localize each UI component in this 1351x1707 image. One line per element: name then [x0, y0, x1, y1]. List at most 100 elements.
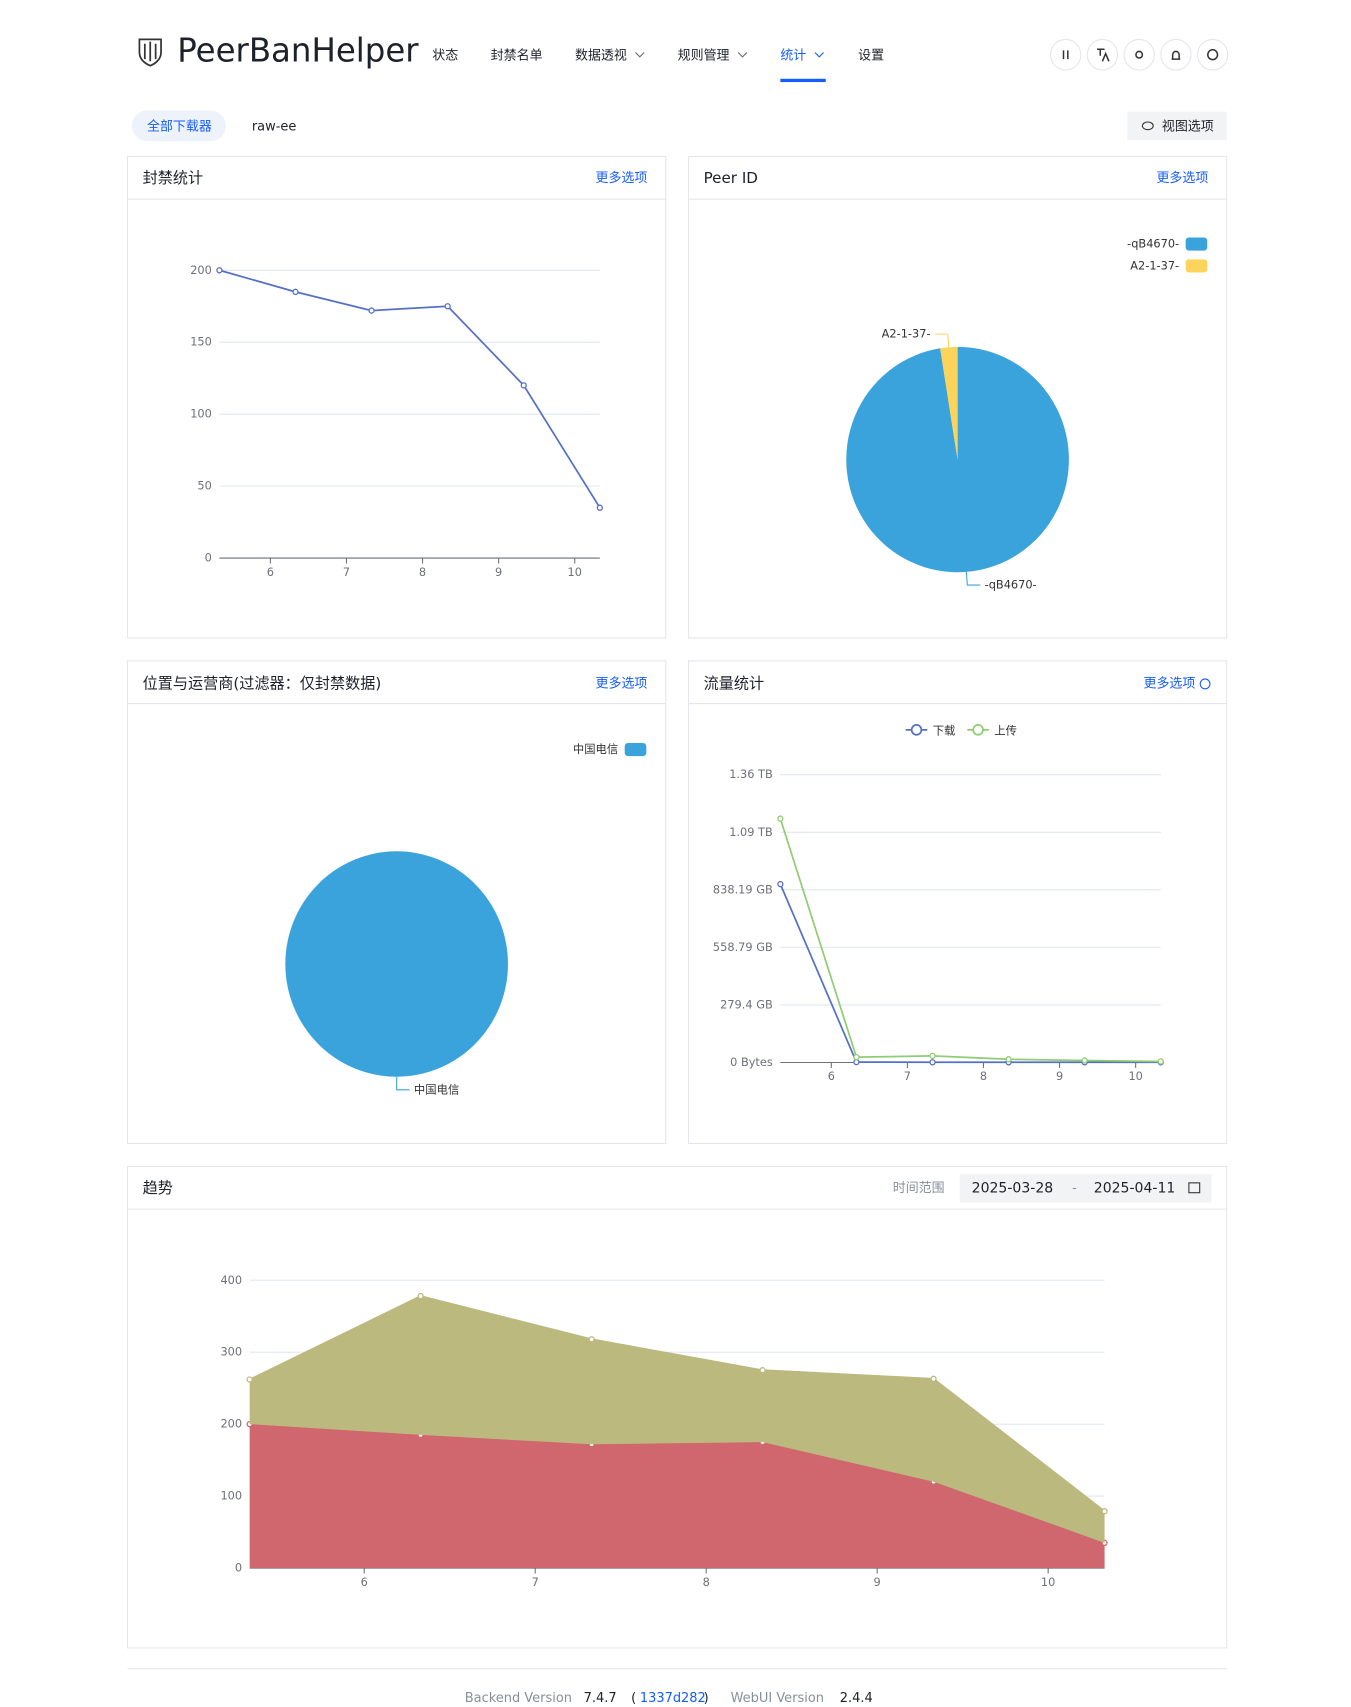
- data-point: [777, 880, 784, 888]
- x-tick-label: 9: [495, 565, 502, 579]
- view-options[interactable]: 视图选项: [1162, 119, 1214, 134]
- y-tick-label: 300: [220, 1345, 242, 1359]
- data-point: [929, 1052, 936, 1060]
- toolbar-icons[interactable]: [1049, 38, 1229, 71]
- data-point: [930, 1375, 937, 1382]
- nav-item[interactable]: 规则管理: [678, 48, 730, 63]
- data-point: [853, 1058, 860, 1066]
- nav-item-active[interactable]: 统计: [780, 48, 806, 63]
- help-icon[interactable]: [1199, 678, 1211, 690]
- legend-swatch: [1185, 259, 1208, 273]
- paren: (: [631, 1691, 636, 1706]
- panel-link[interactable]: 更多选项: [596, 675, 648, 691]
- data-point: [1005, 1056, 1012, 1063]
- x-tick-label: 8: [703, 1575, 710, 1589]
- y-tick-label: 0: [205, 551, 212, 565]
- webui-version: 2.4.4: [840, 1691, 873, 1706]
- chevron: [814, 52, 824, 58]
- data-point: [596, 504, 603, 511]
- legend-label: A2-1-37-: [1130, 258, 1179, 272]
- tab-active[interactable]: [131, 110, 226, 142]
- eye-icon: [1141, 121, 1154, 131]
- legend-label: 下载: [933, 723, 956, 737]
- series-area: [249, 1424, 1105, 1569]
- legend-label: 上传: [994, 723, 1017, 737]
- panel-title: 封禁统计: [143, 169, 203, 187]
- legend-swatch: [1185, 237, 1208, 251]
- x-tick-label: 10: [1041, 1575, 1055, 1589]
- x-tick-label: 7: [532, 1575, 539, 1589]
- leader-line: [965, 571, 981, 586]
- nav-item[interactable]: 设置: [858, 48, 884, 63]
- panel: [126, 155, 667, 639]
- data-point: [368, 307, 375, 314]
- legend-symbol: [910, 724, 923, 736]
- data-point: [777, 815, 784, 822]
- series-line: [249, 1295, 1106, 1512]
- x-tick-label: 10: [1128, 1069, 1142, 1083]
- date-sep: -: [1072, 1181, 1077, 1196]
- data-point: [1101, 1508, 1108, 1515]
- y-tick-label: 200: [220, 1417, 242, 1431]
- leader-line: [396, 1076, 410, 1091]
- series-area: [249, 1296, 1105, 1543]
- nav-item[interactable]: 数据透视: [575, 48, 627, 63]
- legend-label: -qB4670-: [1127, 236, 1179, 250]
- range-label: 时间范围: [893, 1181, 945, 1196]
- data-point: [417, 1292, 424, 1300]
- panel: [687, 660, 1228, 1145]
- date-start[interactable]: 2025-03-28: [972, 1180, 1054, 1196]
- tab[interactable]: raw-ee: [252, 119, 297, 134]
- data-point: [588, 1336, 595, 1343]
- y-tick-label: 50: [197, 479, 211, 493]
- panel-title: Peer ID: [704, 169, 758, 187]
- data-point: [1157, 1058, 1164, 1065]
- panel-link[interactable]: 更多选项: [1143, 675, 1195, 691]
- x-tick-label: 6: [267, 565, 274, 579]
- nav-item[interactable]: 封禁名单: [491, 47, 543, 63]
- data-point: [216, 267, 223, 274]
- y-tick-label: 100: [220, 1489, 242, 1503]
- commit-link[interactable]: 1337d282: [640, 1691, 706, 1706]
- data-point: [292, 288, 299, 296]
- y-tick-label: 838.19 GB: [713, 882, 773, 896]
- legend-symbol: [972, 724, 984, 736]
- panel-link[interactable]: 更多选项: [596, 170, 648, 186]
- date-end[interactable]: 2025-04-11: [1094, 1180, 1176, 1196]
- y-tick-label: 400: [220, 1273, 242, 1287]
- logo-icon: [138, 38, 162, 67]
- leader-line: [934, 333, 950, 348]
- nav-item[interactable]: 状态: [432, 48, 458, 63]
- slice-label: -qB4670-: [985, 577, 1037, 591]
- series-line: [219, 269, 601, 509]
- pie-slice: [285, 851, 508, 1077]
- tab[interactable]: 全部下载器: [147, 118, 212, 134]
- pie-slice: [846, 346, 1069, 573]
- calendar-icon: [1188, 1182, 1201, 1194]
- y-tick-label: 279.4 GB: [720, 997, 773, 1011]
- view-options-button[interactable]: [1127, 111, 1227, 141]
- legend-label: 中国电信: [573, 742, 618, 756]
- y-tick-label: 200: [190, 263, 212, 277]
- webui-label: WebUI Version: [731, 1691, 824, 1706]
- y-tick-label: 150: [190, 335, 212, 349]
- x-tick-label: 7: [343, 565, 350, 579]
- date-picker[interactable]: [959, 1174, 1212, 1203]
- x-tick-label: 9: [1056, 1069, 1063, 1083]
- y-tick-label: 0: [235, 1560, 242, 1574]
- panel-dividers: [127, 198, 1227, 1670]
- data-point: [759, 1367, 766, 1374]
- y-tick-label: 1.09 TB: [729, 825, 773, 839]
- chevron: [635, 52, 645, 58]
- panel-link[interactable]: 更多选项: [1156, 170, 1208, 186]
- y-tick-label: 1.36 TB: [729, 767, 773, 781]
- y-tick-label: 558.79 GB: [713, 940, 773, 954]
- data-point: [444, 303, 451, 310]
- x-tick-label: 6: [361, 1575, 368, 1589]
- active-underline: [780, 78, 826, 83]
- data-point: [1081, 1057, 1088, 1064]
- chevron: [737, 52, 748, 58]
- series-line: [779, 818, 1161, 1063]
